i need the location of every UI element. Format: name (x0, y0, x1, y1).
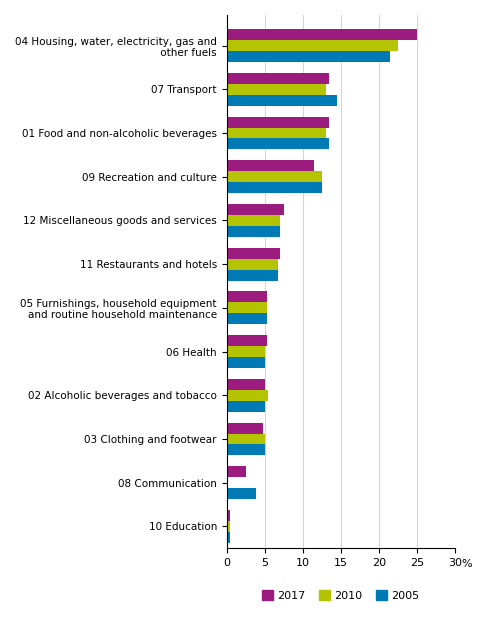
Bar (227, 357, 265, 368)
Bar (227, 51, 390, 62)
Bar (227, 73, 329, 84)
Bar (227, 510, 230, 521)
Bar (227, 444, 265, 455)
Bar (227, 292, 267, 303)
Bar (227, 248, 280, 259)
Bar (227, 204, 284, 215)
Bar (227, 433, 265, 444)
Bar (227, 379, 265, 390)
Bar (227, 521, 230, 532)
Bar (227, 488, 255, 499)
Bar (227, 29, 417, 40)
Bar (227, 40, 398, 51)
Bar (227, 182, 322, 193)
Bar (227, 401, 265, 412)
Bar (227, 335, 267, 346)
Bar (227, 303, 267, 314)
Bar (227, 390, 269, 401)
Legend: 2017, 2010, 2005: 2017, 2010, 2005 (257, 586, 424, 605)
Bar (227, 532, 230, 543)
Bar (227, 117, 329, 128)
Bar (227, 95, 337, 106)
Bar (227, 171, 322, 182)
Bar (227, 138, 329, 149)
Bar (227, 84, 326, 95)
Bar (227, 346, 265, 357)
Bar (227, 226, 280, 237)
Bar (227, 466, 246, 477)
Bar (227, 215, 280, 226)
Bar (227, 160, 314, 171)
Bar (227, 314, 267, 324)
Bar (227, 128, 326, 138)
Bar (227, 422, 263, 433)
Text: %: % (462, 559, 472, 569)
Bar (227, 259, 278, 270)
Bar (227, 270, 278, 281)
